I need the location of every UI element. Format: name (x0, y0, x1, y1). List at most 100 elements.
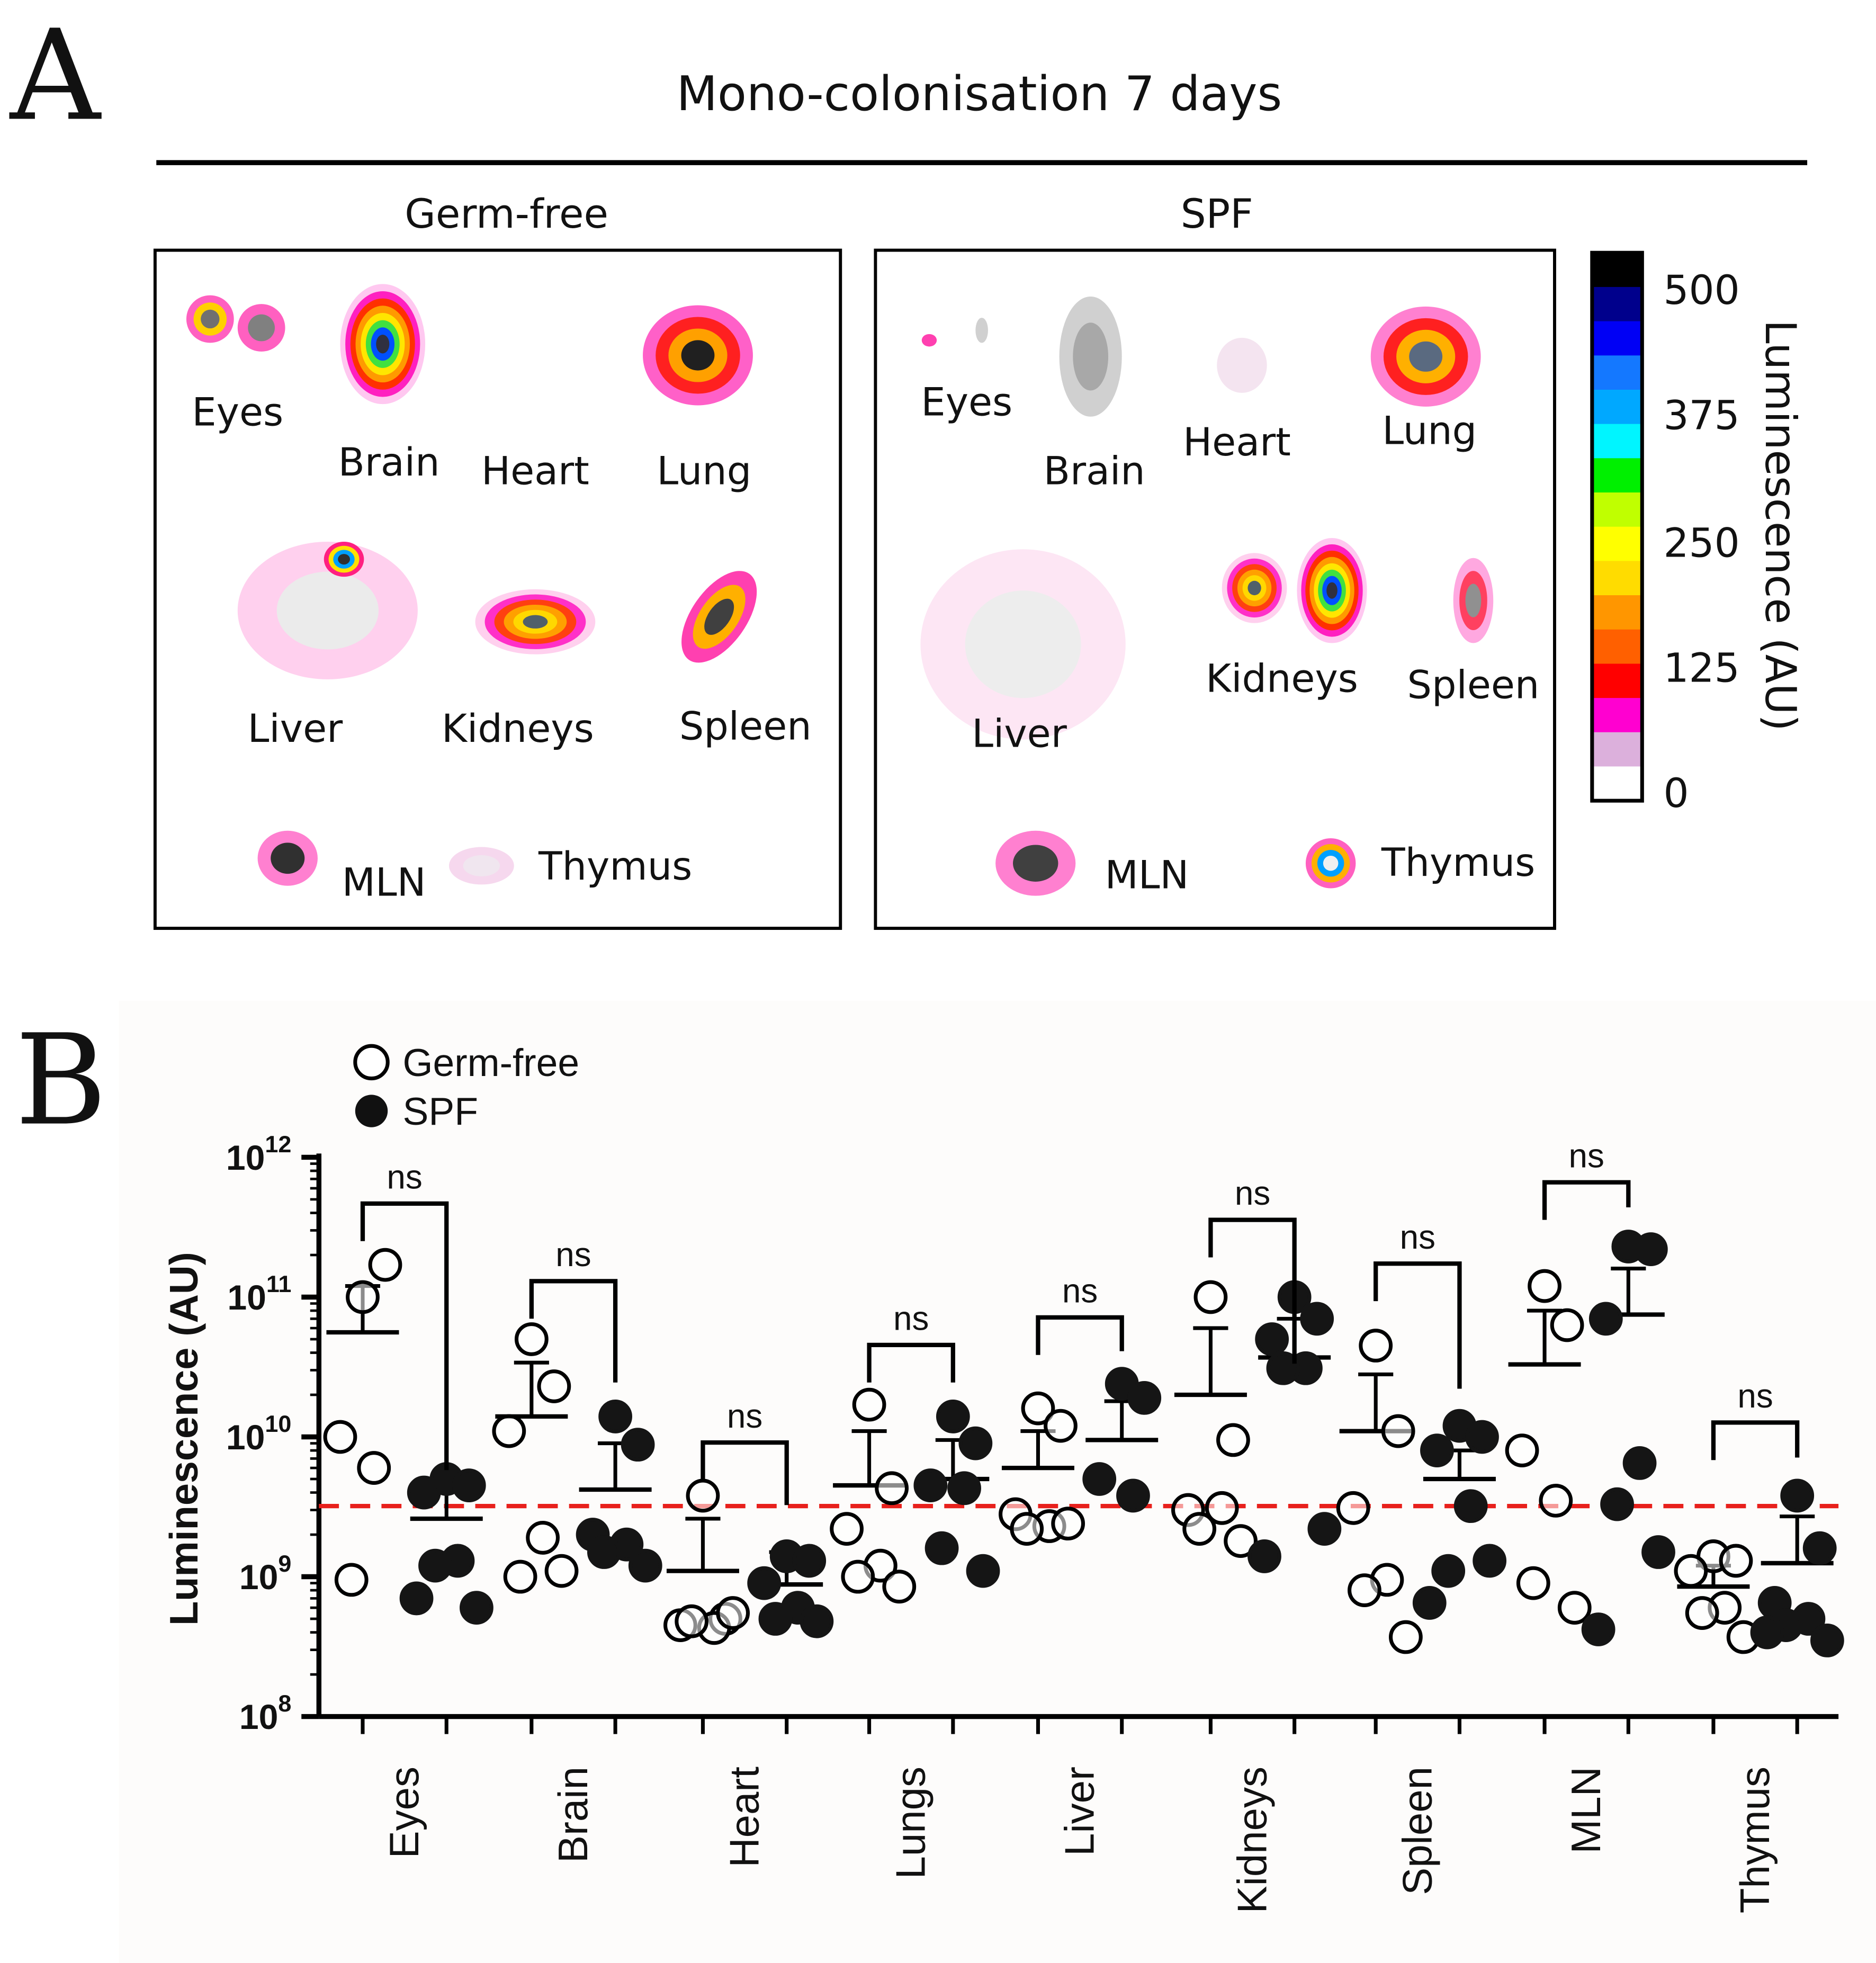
data-point-spf (1473, 1544, 1507, 1578)
significance-label: ns (1400, 1218, 1435, 1256)
data-point-spf (1750, 1615, 1784, 1650)
data-point-germ-free (514, 1322, 549, 1356)
data-point-spf (1600, 1487, 1634, 1521)
data-point-germ-free (686, 1478, 720, 1513)
colorbar: 500 375 250 125 0 (1590, 250, 1740, 817)
organ-signal-blob (338, 554, 350, 565)
x-tick-label-lungs: Lungs (887, 1767, 934, 1879)
legend-filled-circle-icon (355, 1095, 388, 1127)
organ-label-mln: MLN (342, 861, 426, 906)
group-title-germ-free: Germ-free (405, 191, 608, 237)
organ-label-thymus: Thymus (538, 844, 692, 889)
organ-signal-blob (1409, 341, 1443, 372)
data-point-spf (1412, 1586, 1447, 1620)
colorbar-tick-label: 250 (1663, 519, 1739, 566)
data-point-germ-free (1182, 1512, 1217, 1546)
organ-signal-blob (248, 314, 275, 342)
data-point-spf (452, 1468, 486, 1502)
organ-signal-blob (1073, 322, 1109, 391)
data-point-germ-free (1336, 1491, 1370, 1525)
x-tick-label-heart: Heart (721, 1767, 768, 1868)
x-tick-label-kidneys: Kidneys (1229, 1767, 1276, 1913)
germ-free-image-frame (153, 248, 842, 930)
x-tick-label-eyes: Eyes (381, 1767, 427, 1858)
data-point-spf (913, 1468, 948, 1502)
data-point-spf (747, 1566, 782, 1600)
data-point-spf (966, 1554, 1000, 1588)
panel-a-title: Mono-colonisation 7 days (677, 67, 1282, 122)
colorbar-step (1592, 766, 1642, 802)
data-point-germ-free (1505, 1433, 1539, 1467)
panel-b-label: B (15, 1008, 107, 1153)
data-point-spf (1622, 1446, 1657, 1480)
data-point-germ-free (1528, 1269, 1561, 1303)
colorbar-frame (1590, 250, 1644, 803)
organ-signal-blob (965, 590, 1081, 698)
x-tick-label-liver: Liver (1056, 1767, 1103, 1856)
legend-open-circle-icon (353, 1044, 390, 1081)
data-point-spf (1588, 1302, 1623, 1336)
data-point-germ-free (1389, 1620, 1423, 1654)
colorbar-tick-label: 500 (1663, 267, 1739, 313)
data-point-germ-free (830, 1512, 864, 1546)
data-point-germ-free (1216, 1423, 1250, 1457)
data-point-germ-free (357, 1451, 391, 1485)
data-point-germ-free (1348, 1573, 1381, 1608)
data-point-spf (1127, 1381, 1162, 1415)
data-point-spf (924, 1531, 959, 1565)
data-point-germ-free (1685, 1596, 1719, 1630)
data-point-spf (399, 1581, 434, 1616)
colorbar-step (1592, 492, 1642, 527)
colorbar-step (1592, 389, 1642, 425)
data-point-germ-free (675, 1604, 709, 1638)
data-point-germ-free (1205, 1491, 1239, 1525)
data-point-spf (958, 1426, 993, 1460)
organ-label-kidneys: Kidneys (1206, 657, 1358, 702)
organ-signal-blob (1247, 580, 1261, 596)
organ-signal-blob (376, 334, 390, 354)
data-point-spf (587, 1535, 621, 1569)
organ-label-brain: Brain (1044, 449, 1145, 494)
data-point-spf (628, 1548, 662, 1583)
organ-label-spleen: Spleen (1407, 662, 1540, 707)
organ-signal-blob (681, 340, 715, 371)
spf-image-frame (874, 248, 1556, 930)
data-point-spf (936, 1400, 970, 1433)
data-point-germ-free (1224, 1524, 1258, 1558)
significance-label: ns (1235, 1174, 1270, 1212)
data-point-spf (598, 1400, 632, 1433)
data-point-spf (800, 1604, 834, 1638)
colorbar-step (1592, 355, 1642, 391)
x-tick-label-spleen: Spleen (1394, 1767, 1440, 1895)
significance-label: ns (727, 1397, 762, 1435)
organ-label-brain: Brain (338, 440, 440, 485)
data-point-spf (1641, 1535, 1675, 1569)
organ-signal-blob (921, 334, 937, 347)
data-point-spf (1266, 1351, 1300, 1385)
data-point-spf (1307, 1512, 1342, 1546)
y-tick-label: 1011 (227, 1270, 291, 1317)
organ-label-lung: Lung (1382, 409, 1477, 454)
colorbar-label: Luminescence (AU) (1756, 320, 1806, 731)
data-point-spf (1082, 1462, 1117, 1496)
organ-signal-blob (271, 842, 305, 874)
data-point-germ-free (323, 1420, 357, 1454)
legend-label-spf: SPF (403, 1090, 478, 1133)
colorbar-step (1592, 595, 1642, 630)
y-tick-label: 108 (239, 1690, 292, 1737)
organ-signal-blob (975, 318, 988, 343)
data-point-spf (1633, 1232, 1668, 1266)
significance-bracket (1711, 1420, 1800, 1460)
data-point-germ-free (334, 1563, 369, 1597)
x-tick-label-mln: MLN (1563, 1767, 1609, 1854)
data-point-germ-free (544, 1554, 579, 1588)
germ-free-image-panel: Eyes Brain Heart Lung Liver Kidneys Spleen MLN T… (186, 284, 812, 906)
organ-label-eyes: Eyes (192, 390, 283, 435)
organ-signal-blob (1217, 337, 1267, 393)
scatter-plot: 1012 1011 1010 109 108 Eyes Brain Heart Lungs Liv… (226, 1131, 1844, 1913)
colorbar-step (1592, 321, 1642, 356)
organ-signal-blob (276, 571, 379, 650)
organ-label-heart: Heart (481, 449, 589, 494)
data-point-germ-free (1539, 1483, 1573, 1518)
